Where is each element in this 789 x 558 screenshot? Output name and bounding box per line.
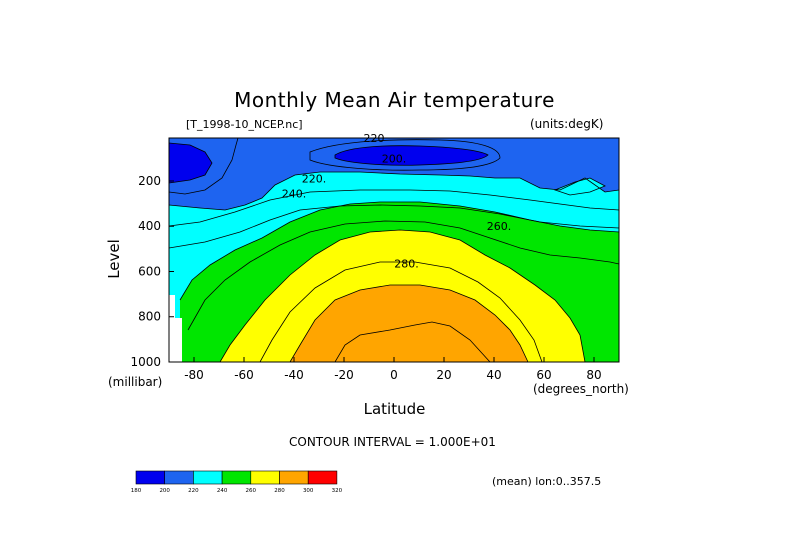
contour-line [169,142,213,184]
colorbar-swatch [135,470,166,485]
x-tick-label: 60 [536,368,551,382]
x-tick-label: -40 [284,368,304,382]
y-tick-label: 200 [138,174,161,188]
contour-label: 260. [487,220,512,233]
band-fill-280 [290,285,528,362]
band-fill-200 [169,138,619,210]
contour-line [309,139,501,171]
contour-line [169,171,619,211]
contour-line [259,261,543,362]
colorbar-label: 280 [274,488,285,494]
contour-line [187,220,619,331]
colorbar-label: 200 [159,488,170,494]
y-tick-label: 800 [138,310,161,324]
colorbar-swatch [193,470,223,485]
x-tick-label: -60 [234,368,254,382]
contour-labels: 220 200. 220.240. 260. 280. [282,132,512,271]
file-label: [T_1998-10_NCEP.nc] [186,118,303,131]
x-tick-label: -80 [184,368,204,382]
y-tick-label: 400 [138,219,161,233]
x-tick-label: 40 [486,368,501,382]
x-axis-unit: (degrees_north) [533,382,629,396]
colorbar-label: 220 [188,488,199,494]
x-tick-label: -20 [334,368,354,382]
footer-note: (mean) lon:0..357.5 [492,475,602,488]
contour-line [289,284,529,362]
colorbar-swatch [164,470,194,485]
colorbar-swatch [250,470,280,485]
y-tick-label: 1000 [130,355,161,369]
contour-label: 220 [364,132,385,145]
x-axis-ticks: -80 -60 -40 -20 0 20 40 60 80 [184,357,602,382]
contour-label: 280. [394,258,419,271]
colorbar-swatch [221,470,252,485]
contour-line [219,229,586,362]
colorbar-label: 180 [131,488,142,494]
colorbar-label: 300 [303,488,314,494]
contour-fill-group [169,138,619,362]
contour-lines [169,138,619,362]
contour-label: 200. [382,152,407,165]
colorbar-swatch [307,470,338,485]
band-fill-180-left [169,143,212,183]
contour-line [334,145,489,166]
band-fill-180-center [335,145,488,166]
contour-line [334,321,491,362]
colorbar-label: 240 [217,488,228,494]
colorbar: 180 200 220 240 260 280 300 320 [131,470,343,494]
contour-line [169,189,619,227]
contour-label: 220. [302,173,327,186]
y-tick-label: 600 [138,264,161,278]
x-tick-label: 0 [390,368,398,382]
contour-line [179,201,619,301]
units-label: (units:degK) [530,117,604,131]
x-tick-label: 80 [586,368,601,382]
y-axis-ticks: 200 400 600 800 1000 [130,174,174,369]
contour-line [169,138,239,195]
y-axis-unit: (millibar) [108,375,163,389]
x-tick-label: 20 [436,368,451,382]
contour-line [553,177,606,196]
colorbar-swatch [279,470,309,485]
chart-title: Monthly Mean Air temperature [234,88,555,112]
colorbar-label: 320 [332,488,343,494]
missing-data-area [169,295,182,362]
contour-label: 240. [282,187,307,200]
contour-interval: CONTOUR INTERVAL = 1.000E+01 [289,435,496,449]
x-axis-label: Latitude [363,400,426,418]
colorbar-label: 260 [246,488,257,494]
